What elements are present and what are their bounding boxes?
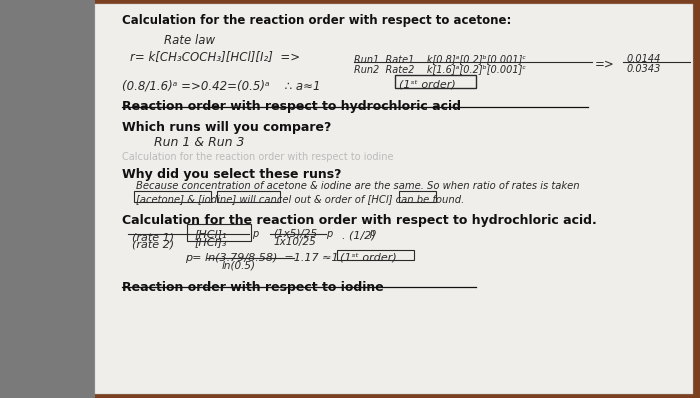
Text: r= k[CH₃COCH₃][HCl][I₂]  =>: r= k[CH₃COCH₃][HCl][I₂] => [130,50,300,63]
Text: (1ˢᵗ order): (1ˢᵗ order) [340,253,396,263]
Bar [134,191,211,202]
Text: p= ln(3.79/8.58)  =1.17 ≈1: p= ln(3.79/8.58) =1.17 ≈1 [186,253,339,263]
Text: Calculation for the reaction order with respect to hydrochloric acid.: Calculation for the reaction order with … [122,214,597,227]
Text: (rate 1): (rate 1) [132,233,174,243]
Text: Run1  Rate1    k[0.8]ᵃ[0.2]ᵇ[0.001]ᶜ: Run1 Rate1 k[0.8]ᵃ[0.2]ᵇ[0.001]ᶜ [354,54,526,64]
Text: 0.0144: 0.0144 [626,54,661,64]
Text: ln(0.5): ln(0.5) [221,261,255,271]
Text: (0.8/1.6)ᵃ =>0.42=(0.5)ᵃ    ∴ a≈1: (0.8/1.6)ᵃ =>0.42=(0.5)ᵃ ∴ a≈1 [122,80,321,93]
Text: Why did you select these runs?: Why did you select these runs? [122,168,342,181]
Text: 1x10/25: 1x10/25 [273,237,316,247]
Text: p: p [252,229,258,239]
Text: 0.0343: 0.0343 [626,64,661,74]
Bar [217,191,280,202]
Bar [0,0,94,398]
Text: p: p [369,228,375,238]
Text: Calculation for the reaction order with respect to iodine: Calculation for the reaction order with … [122,152,394,162]
Bar [94,4,693,394]
Bar [395,75,476,88]
Text: p: p [326,229,332,239]
Text: =>: => [595,58,615,71]
Text: (rate 2): (rate 2) [132,240,174,250]
Text: (1x5)/25: (1x5)/25 [273,229,317,239]
Text: (1ˢᵗ order): (1ˢᵗ order) [399,80,456,90]
Text: Reaction order with respect to iodine: Reaction order with respect to iodine [122,281,384,294]
Text: Run 1 & Run 3: Run 1 & Run 3 [154,136,244,149]
Text: Rate law: Rate law [164,34,216,47]
Text: [HCl]₁: [HCl]₁ [195,229,227,239]
Text: Reaction order with respect to hydrochloric acid: Reaction order with respect to hydrochlo… [122,100,461,113]
Bar [399,191,436,202]
Text: Because concentration of acetone & iodine are the same. So when ratio of rates i: Because concentration of acetone & iodin… [136,181,580,191]
Text: . (1/2): . (1/2) [342,231,375,241]
Text: [HCl]₃: [HCl]₃ [195,237,227,247]
Text: Run2  Rate2    k[1.6]ᵃ[0.2]ᵇ[0.001]ᶜ: Run2 Rate2 k[1.6]ᵃ[0.2]ᵇ[0.001]ᶜ [354,64,526,74]
Text: [acetone] & [iodine] will cancel out & order of [HCl] can be found.: [acetone] & [iodine] will cancel out & o… [136,194,465,204]
Bar [187,224,251,241]
Text: Which runs will you compare?: Which runs will you compare? [122,121,332,135]
Bar [337,250,414,260]
Text: Calculation for the reaction order with respect to acetone:: Calculation for the reaction order with … [122,14,512,27]
